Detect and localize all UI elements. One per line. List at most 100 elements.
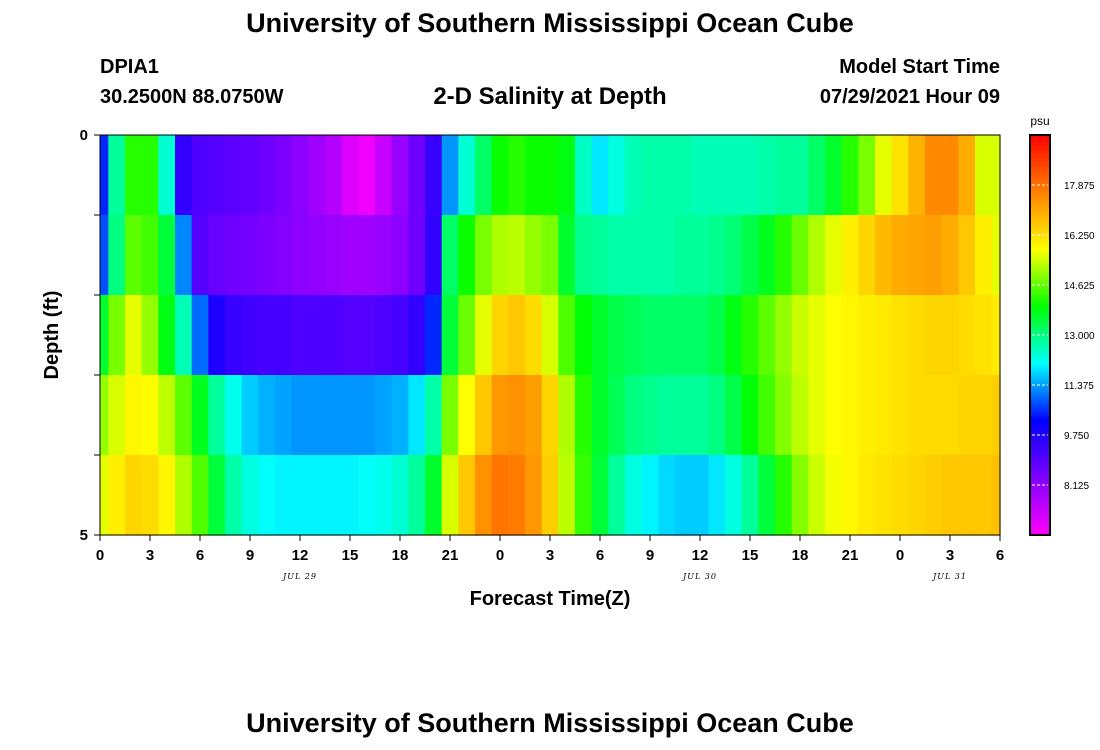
x-axis: 0 3 6 9 12 15 18 21 0 3 6 9 12 15 18 21 0 3 6 JUL 29 JUL 30 J… [96,535,1004,581]
heatmap-cell [241,455,259,536]
colorbar-tick-label: 11.375 [1064,381,1094,392]
heatmap-cell [208,375,226,456]
heatmap-cell [908,215,926,296]
heatmap-cell [125,375,143,456]
heatmap-cell [825,135,843,216]
heatmap-cell [141,215,159,296]
heatmap-cell [308,215,326,296]
colorbar-unit-label: psu [1030,114,1049,128]
heatmap-cell [208,295,226,376]
y-tick-label: 0 [80,127,88,144]
heatmap-cell [325,295,343,376]
heatmap-cell [858,295,876,376]
colorbar-tick-label: 16.250 [1064,231,1095,242]
heatmap-cell [991,215,1001,296]
heatmap-cell [458,295,476,376]
heatmap-cell [375,135,393,216]
heatmap-cell [608,375,626,456]
heatmap-cell [258,375,276,456]
heatmap-cell [841,455,859,536]
y-axis: 05 [80,127,100,544]
heatmap-cell [925,135,943,216]
colorbar-tick-label: 13.000 [1064,331,1095,342]
heatmap-cell [375,295,393,376]
heatmap-cell [391,295,409,376]
heatmap-cell [558,135,576,216]
x-tick-label: 21 [842,547,859,564]
heatmap-cell [275,375,293,456]
heatmap-cell [391,135,409,216]
heatmap-cell [541,375,559,456]
heatmap-cell [875,375,893,456]
heatmap-cell [925,295,943,376]
heatmap-cell [991,455,1001,536]
heatmap-cell [358,135,376,216]
heatmap-cell [675,295,693,376]
heatmap-cell [708,135,726,216]
heatmap-cell [325,215,343,296]
colorbar-tick-label: 8.125 [1064,481,1089,492]
heatmap-cell [341,295,359,376]
heatmap-cell [591,295,609,376]
heatmap-cell [825,375,843,456]
heatmap-cell [141,295,159,376]
heatmap-cell [975,215,993,296]
heatmap-cells [100,135,1001,536]
heatmap-cell [791,455,809,536]
heatmap-cell [858,375,876,456]
colorbar-tick-label: 17.875 [1064,181,1095,192]
heatmap-cell [791,135,809,216]
heatmap-cell [875,455,893,536]
heatmap-cell [575,295,593,376]
heatmap-cell [641,135,659,216]
heatmap-cell [625,295,643,376]
heatmap-cell [608,455,626,536]
heatmap-cell [100,135,109,216]
heatmap-cell [891,455,909,536]
heatmap-cell [425,375,443,456]
heatmap-cell [241,135,259,216]
heatmap-cell [358,375,376,456]
heatmap-cell [858,135,876,216]
heatmap-cell [658,135,676,216]
heatmap-cell [258,135,276,216]
heatmap-cell [158,375,176,456]
heatmap-cell [391,375,409,456]
heatmap-cell [141,375,159,456]
heatmap-cell [841,135,859,216]
heatmap-cell [508,135,526,216]
heatmap-cell [591,135,609,216]
heatmap-cell [608,135,626,216]
heatmap-cell [425,135,443,216]
heatmap-cell [841,375,859,456]
heatmap-cell [775,295,793,376]
heatmap-cell [291,215,309,296]
heatmap-cell [708,295,726,376]
heatmap-cell [475,215,493,296]
heatmap-cell [791,295,809,376]
x-tick-label: 15 [342,547,359,564]
heatmap-cell [100,215,109,296]
heatmap-cell [491,455,509,536]
heatmap-cell [175,455,193,536]
x-tick-label: 21 [442,547,459,564]
heatmap-cell [841,215,859,296]
heatmap-cell [491,135,509,216]
heatmap-cell [108,135,126,216]
heatmap-cell [225,215,243,296]
heatmap-cell [725,215,743,296]
x-tick-label: 12 [292,547,309,564]
heatmap-cell [841,295,859,376]
heatmap-cell [275,455,293,536]
heatmap-cell [725,295,743,376]
heatmap-cell [175,375,193,456]
heatmap-cell [875,295,893,376]
x-tick-label: 3 [546,547,554,564]
heatmap-cell [341,375,359,456]
x-tick-label: 0 [896,547,904,564]
heatmap-cell [525,135,543,216]
heatmap-cell [691,215,709,296]
heatmap-cell [625,375,643,456]
heatmap-cell [541,295,559,376]
